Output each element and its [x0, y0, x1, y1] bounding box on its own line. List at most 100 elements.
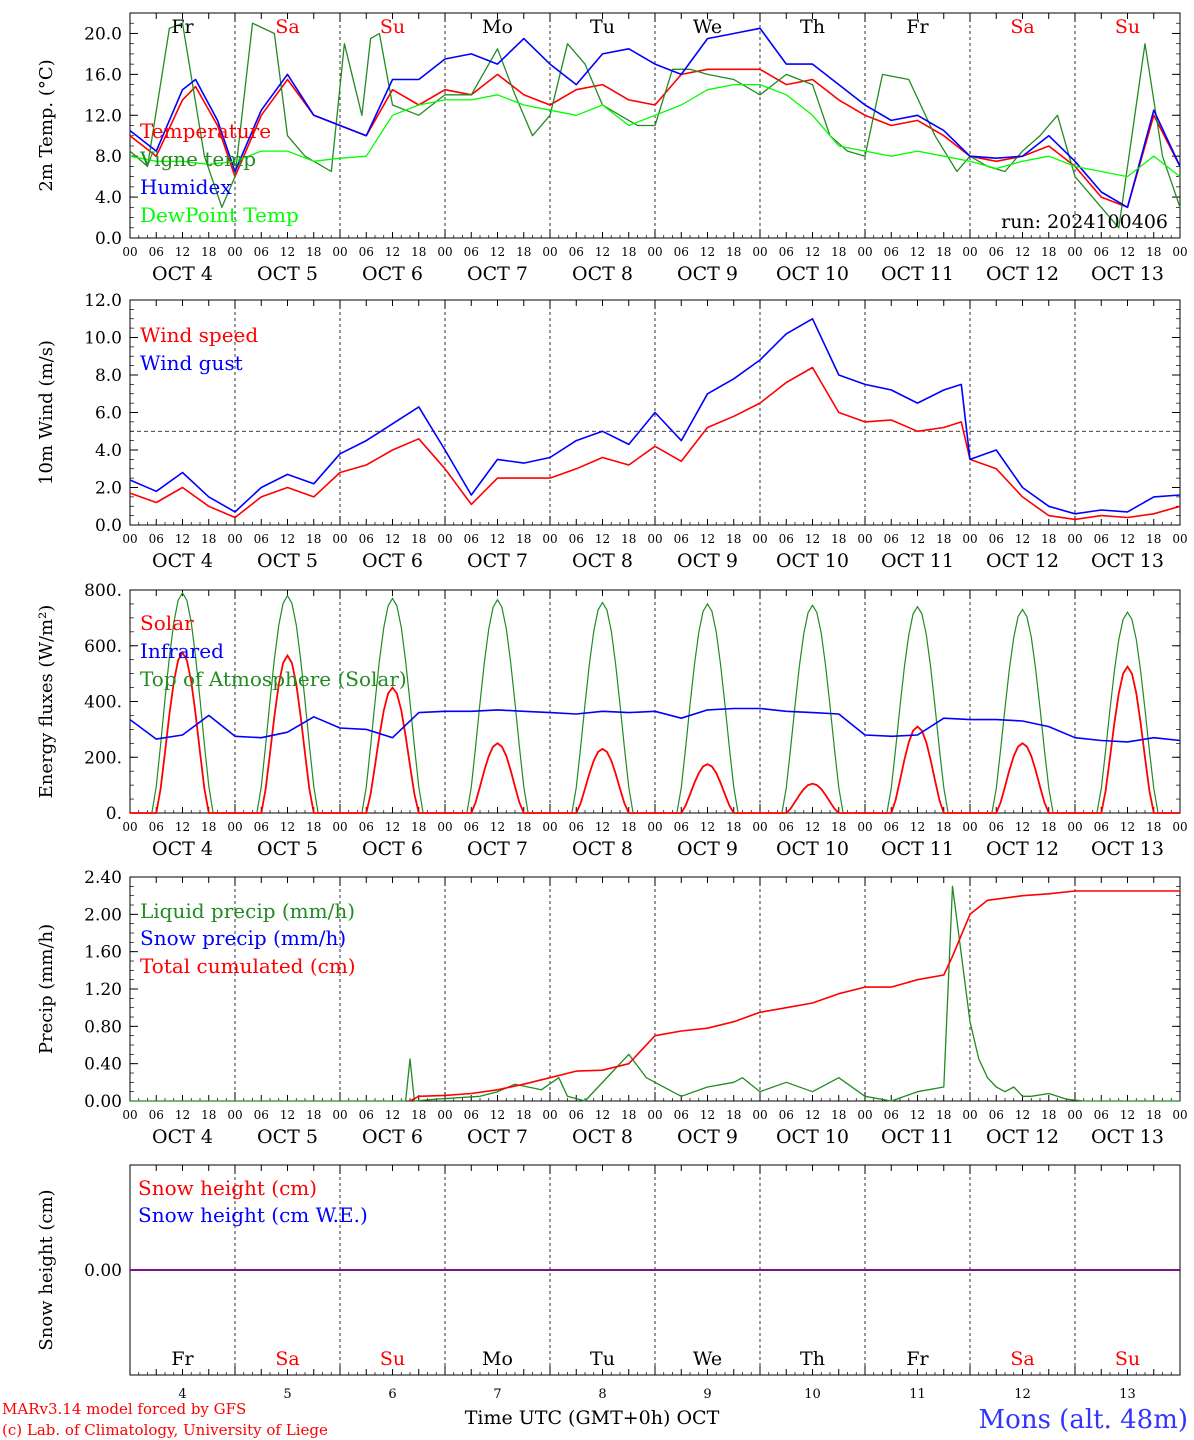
- panel-4: 00 06 12 18 00 06 12 18 00 06 12 18 00 06 12 18 00 06 12 18…: [36, 868, 1188, 1148]
- weekday-label: Sa: [1010, 1348, 1034, 1370]
- hour-tick-label: 12: [490, 532, 505, 546]
- hour-tick-label: 00: [857, 1108, 872, 1122]
- weekday-label: We: [693, 1348, 722, 1370]
- hour-tick-label: 12: [1120, 532, 1135, 546]
- hour-tick-label: 00: [752, 820, 767, 834]
- hour-tick-label: 12: [805, 820, 820, 834]
- hour-tick-label: 18: [1041, 532, 1056, 546]
- y-tick-label: 1.20: [84, 980, 122, 1000]
- hour-tick-label: 12: [490, 245, 505, 259]
- series-line: [129, 707, 1181, 743]
- date-label: OCT 11: [881, 550, 954, 572]
- date-label: OCT 7: [467, 838, 528, 860]
- hour-tick-label: 18: [201, 245, 216, 259]
- date-label: OCT 10: [776, 1126, 849, 1148]
- hour-tick-label: 12: [385, 245, 400, 259]
- hour-tick-label: 18: [936, 532, 951, 546]
- date-label: OCT 4: [152, 263, 213, 285]
- y-tick-label: 10.0: [84, 329, 122, 349]
- hour-tick-label: 00: [332, 245, 347, 259]
- legend-entry: Total cumulated (cm): [140, 954, 356, 978]
- y-tick-label: 20.0: [84, 24, 122, 44]
- hour-tick-label: 18: [621, 820, 636, 834]
- hour-tick-label: 00: [1172, 532, 1187, 546]
- legend-entry: Snow height (cm W.E.): [138, 1203, 368, 1227]
- day-number-label: 9: [703, 1387, 711, 1402]
- y-tick-label: 0.: [106, 804, 122, 824]
- hour-tick-label: 06: [569, 532, 584, 546]
- hour-tick-label: 18: [621, 532, 636, 546]
- hour-tick-label: 06: [464, 1108, 479, 1122]
- date-label: OCT 8: [572, 263, 633, 285]
- hour-tick-label: 00: [647, 245, 662, 259]
- hour-tick-label: 18: [831, 1108, 846, 1122]
- hour-tick-label: 00: [542, 532, 557, 546]
- date-label: OCT 6: [362, 263, 423, 285]
- y-tick-label: 8.0: [95, 147, 122, 167]
- hour-tick-label: 00: [857, 245, 872, 259]
- hour-tick-label: 00: [122, 820, 137, 834]
- y-tick-label: 16.0: [84, 65, 122, 85]
- hour-tick-label: 12: [805, 245, 820, 259]
- weekday-label: Sa: [275, 16, 299, 38]
- hour-tick-label: 00: [227, 245, 242, 259]
- hour-tick-label: 06: [359, 1108, 374, 1122]
- y-tick-label: 6.0: [95, 404, 122, 424]
- hour-tick-label: 12: [1015, 1108, 1030, 1122]
- hour-tick-label: 00: [752, 245, 767, 259]
- date-label: OCT 7: [467, 263, 528, 285]
- y-tick-label: 400.: [84, 693, 122, 713]
- date-label: OCT 12: [986, 263, 1059, 285]
- y-tick-label: 1.60: [84, 943, 122, 963]
- hour-tick-label: 12: [595, 1108, 610, 1122]
- panel-1: 00 06 12 18 00 06 12 18 00 06 12 18 00 06 12 18 00 06 12 18…: [36, 12, 1188, 285]
- y-tick-label: 4.0: [95, 188, 122, 208]
- hour-tick-label: 06: [884, 245, 899, 259]
- hour-tick-label: 18: [411, 820, 426, 834]
- weekday-label: Fr: [906, 16, 929, 38]
- hour-tick-label: 12: [1120, 245, 1135, 259]
- day-number-label: 5: [283, 1387, 291, 1402]
- hour-tick-label: 06: [149, 820, 164, 834]
- plot-frame: [129, 589, 1181, 814]
- hour-tick-label: 18: [411, 245, 426, 259]
- date-label: OCT 7: [467, 1126, 528, 1148]
- hour-tick-label: 18: [1146, 532, 1161, 546]
- y-axis-label: 10m Wind (m/s): [36, 340, 57, 485]
- y-tick-label: 0.80: [84, 1017, 122, 1037]
- hour-tick-label: 00: [122, 245, 137, 259]
- y-axis-label: Snow height (cm): [36, 1189, 57, 1350]
- hour-tick-label: 18: [516, 1108, 531, 1122]
- hour-tick-label: 12: [700, 820, 715, 834]
- weekday-label: Fr: [171, 1348, 194, 1370]
- date-label: OCT 6: [362, 550, 423, 572]
- date-label: OCT 10: [776, 263, 849, 285]
- date-label: OCT 12: [986, 1126, 1059, 1148]
- hour-tick-label: 18: [726, 245, 741, 259]
- weekday-label: Sa: [1010, 16, 1034, 38]
- y-tick-label: 0.00: [84, 1092, 122, 1112]
- hour-tick-label: 00: [437, 1108, 452, 1122]
- hour-tick-label: 06: [779, 820, 794, 834]
- hour-tick-label: 18: [306, 245, 321, 259]
- y-tick-label: 2.40: [84, 868, 122, 888]
- hour-tick-label: 06: [989, 820, 1004, 834]
- y-tick-label: 2.00: [84, 905, 122, 925]
- weekday-label: Th: [800, 1348, 825, 1370]
- hour-tick-label: 12: [175, 820, 190, 834]
- hour-tick-label: 18: [516, 532, 531, 546]
- hour-tick-label: 12: [385, 1108, 400, 1122]
- date-label: OCT 9: [677, 838, 738, 860]
- hour-tick-label: 00: [227, 1108, 242, 1122]
- hour-tick-label: 12: [1120, 1108, 1135, 1122]
- hour-tick-label: 06: [359, 245, 374, 259]
- legend-entry: Wind speed: [140, 323, 258, 347]
- hour-tick-label: 12: [175, 245, 190, 259]
- hour-tick-label: 18: [516, 245, 531, 259]
- hour-tick-label: 00: [1067, 1108, 1082, 1122]
- hour-tick-label: 06: [779, 1108, 794, 1122]
- y-axis-label: Energy fluxes (W/m²): [36, 605, 57, 799]
- hour-tick-label: 06: [674, 820, 689, 834]
- hour-tick-label: 00: [962, 820, 977, 834]
- hour-tick-label: 00: [752, 1108, 767, 1122]
